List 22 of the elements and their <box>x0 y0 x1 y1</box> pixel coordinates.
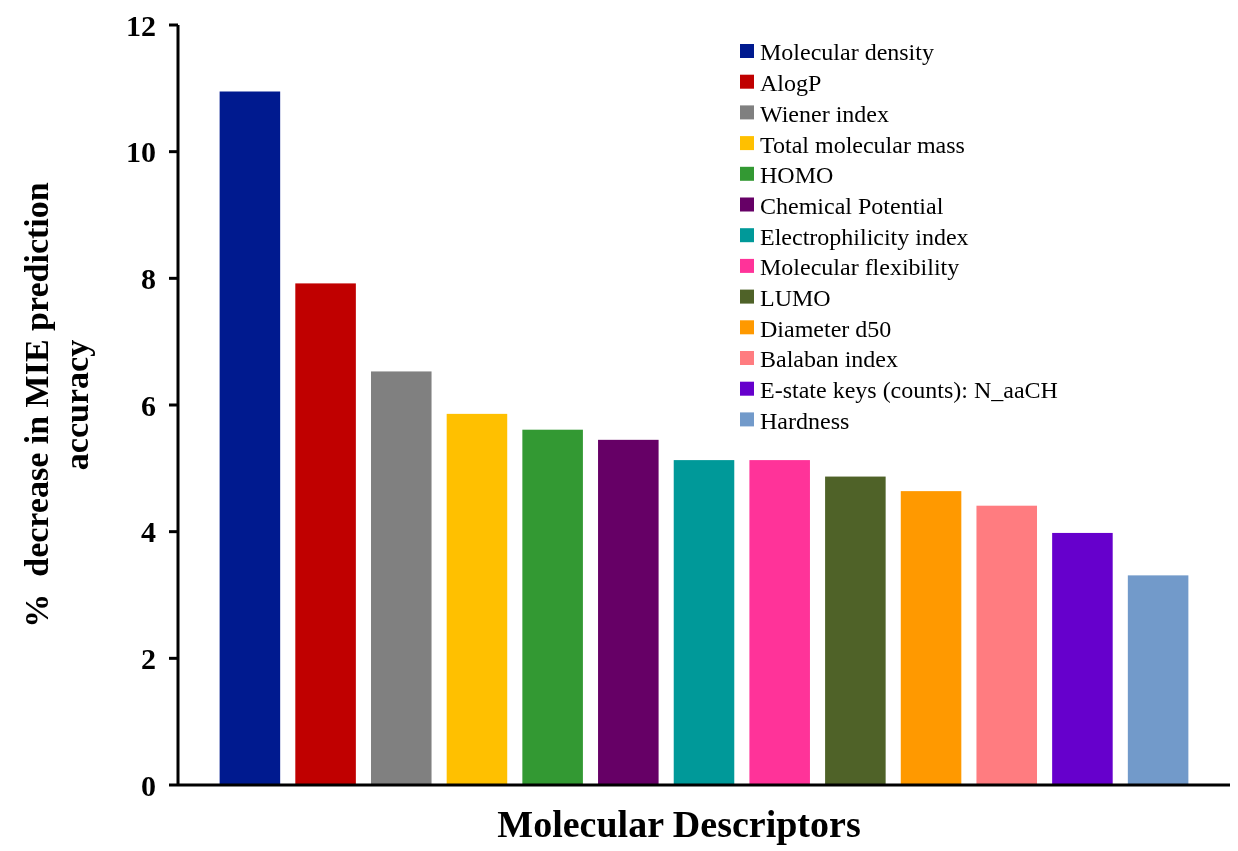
legend-label: Balaban index <box>760 346 898 373</box>
y-tick-label: 2 <box>141 641 156 675</box>
legend-label: LUMO <box>760 285 831 311</box>
legend-label: Electrophilicity index <box>760 223 969 250</box>
legend-label: HOMO <box>760 162 834 189</box>
y-axis-title: % decrease in MIE prediction accuracy <box>18 182 95 628</box>
legend-label: E-state keys (counts): N_aaCH <box>760 377 1058 404</box>
y-tick-label: 10 <box>126 135 156 169</box>
y-tick-label: 8 <box>141 261 156 295</box>
legend-label: Molecular flexibility <box>760 254 960 281</box>
legend-label: Wiener index <box>760 100 889 127</box>
x-axis-title: Molecular Descriptors <box>497 803 861 845</box>
legend-label: Total molecular mass <box>760 131 965 158</box>
y-tick-label: 12 <box>126 8 156 42</box>
legend-label: Hardness <box>760 407 850 434</box>
y-tick-label: 0 <box>141 768 156 802</box>
y-tick-label: 4 <box>141 515 156 549</box>
legend-label: Diameter d50 <box>760 315 892 342</box>
legend-label: Chemical Potential <box>760 192 944 219</box>
legend-label: Molecular density <box>760 39 934 66</box>
legend-label: AlogP <box>760 70 822 97</box>
y-tick-label: 6 <box>141 388 156 422</box>
